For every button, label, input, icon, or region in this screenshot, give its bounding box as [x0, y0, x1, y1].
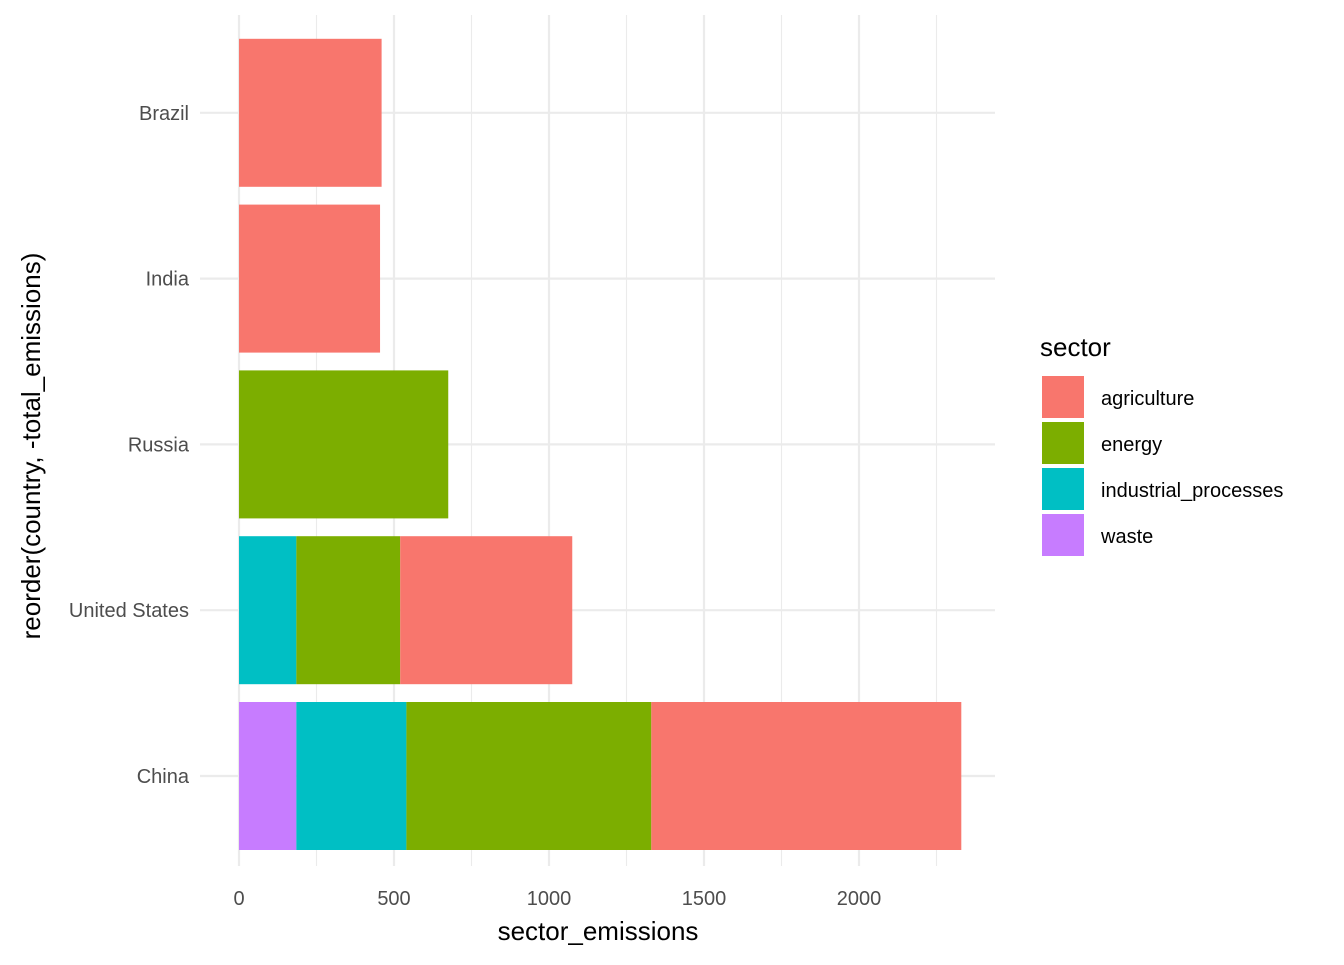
legend-label-agriculture: agriculture	[1101, 388, 1194, 410]
bar-energy-russia	[239, 370, 449, 519]
x-tick-label: 500	[377, 888, 410, 910]
x-tick-label: 1500	[682, 888, 727, 910]
y-tick-label: India	[146, 269, 190, 291]
legend-items: agriculture energy industrial_processeswas…	[1042, 376, 1283, 556]
legend-label-energy: energy	[1101, 434, 1162, 456]
y-tick-label: Russia	[128, 434, 190, 456]
legend-key-energy	[1042, 422, 1084, 464]
legend-key-waste	[1042, 514, 1084, 556]
bar-agriculture-india	[239, 204, 381, 353]
legend-key-industrial_processes	[1042, 468, 1084, 510]
bar-energy-united-states	[296, 536, 401, 685]
bar-agriculture-united-states	[400, 536, 573, 685]
bars	[239, 38, 962, 850]
y-tick-label: China	[137, 766, 190, 788]
bar-industrial_processes-china	[296, 702, 407, 850]
bar-waste-china	[239, 702, 297, 850]
tick-labels: 0 500 1000 1500 2000 China United States Russia…	[69, 103, 881, 910]
legend-title: sector	[1040, 332, 1111, 362]
x-tick-label: 1000	[527, 888, 572, 910]
bar-agriculture-china	[651, 702, 962, 850]
x-axis-title: sector_emissions	[498, 916, 699, 946]
y-axis-title: reorder(country, -total_emissions)	[16, 253, 46, 640]
legend-label-industrial_processes: industrial_processes	[1101, 480, 1283, 502]
bar-agriculture-brazil	[239, 38, 382, 187]
y-tick-label: United States	[69, 600, 189, 622]
y-tick-label: Brazil	[139, 103, 189, 125]
x-tick-label: 2000	[837, 888, 882, 910]
bar-industrial_processes-united-states	[239, 536, 297, 685]
x-tick-label: 0	[233, 888, 244, 910]
legend-key-agriculture	[1042, 376, 1084, 418]
bar-energy-china	[406, 702, 652, 850]
legend-label-waste: waste	[1100, 526, 1153, 548]
legend: sector agriculture energy industrial_proce…	[1040, 332, 1283, 556]
